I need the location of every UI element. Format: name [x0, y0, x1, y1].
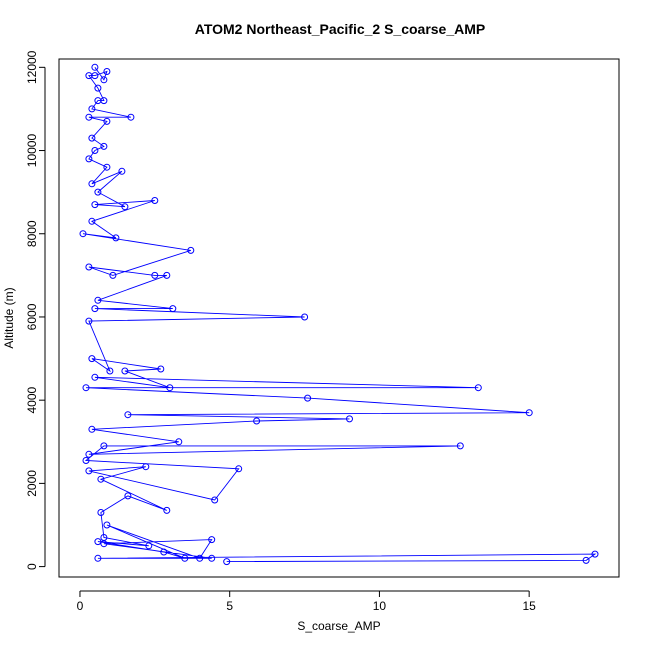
data-point — [181, 554, 189, 562]
data-point — [100, 442, 108, 450]
data-point — [91, 305, 99, 313]
plot-frame — [58, 58, 620, 578]
y-tick-label: 6000 — [25, 303, 39, 330]
data-point — [94, 296, 102, 304]
data-point — [97, 475, 105, 483]
data-point — [94, 84, 102, 92]
data-point — [85, 155, 93, 163]
data-point — [211, 496, 219, 504]
data-point — [166, 384, 174, 392]
data-point — [94, 538, 102, 546]
data-point — [85, 113, 93, 121]
x-axis: 0 5 10 15 — [77, 590, 536, 613]
data-point — [109, 271, 117, 279]
data-point — [582, 556, 590, 564]
y-tick-label: 2000 — [25, 470, 39, 497]
data-point — [94, 554, 102, 562]
data-point — [103, 163, 111, 171]
data-point — [525, 409, 533, 417]
data-point — [94, 188, 102, 196]
y-tick-label: 0 — [25, 563, 39, 570]
y-tick-label: 10000 — [25, 134, 39, 168]
data-point — [91, 147, 99, 154]
data-point — [346, 415, 353, 423]
data-point — [79, 230, 87, 238]
data-point — [160, 548, 168, 556]
x-tick-label: 5 — [226, 599, 233, 613]
data-point — [223, 558, 231, 566]
data-point — [175, 438, 183, 446]
data-point — [106, 367, 114, 375]
data-point — [253, 417, 261, 425]
data-point — [591, 550, 599, 558]
data-point — [103, 521, 111, 529]
data-point — [100, 76, 108, 84]
data-point — [151, 197, 159, 204]
data-point — [163, 506, 171, 514]
data-point — [82, 457, 90, 464]
data-point — [88, 105, 96, 113]
data-point — [91, 63, 99, 71]
data-point — [151, 271, 159, 279]
data-point — [196, 554, 204, 562]
data-point — [112, 234, 120, 242]
data-point — [100, 534, 108, 541]
data-point — [85, 450, 93, 458]
y-axis-label: Altitude (m) — [2, 287, 16, 348]
data-point — [88, 180, 96, 188]
data-point — [100, 97, 108, 105]
data-point — [121, 203, 129, 211]
data-point — [85, 467, 93, 475]
data-point — [91, 373, 99, 381]
data-point — [456, 442, 464, 450]
data-point — [157, 365, 165, 373]
data-point — [88, 425, 96, 433]
data-point — [88, 217, 96, 225]
data-point — [121, 367, 129, 375]
x-tick-label: 10 — [373, 599, 387, 613]
data-point — [208, 536, 216, 544]
data-point — [100, 142, 108, 150]
x-tick-label: 15 — [522, 599, 536, 613]
chart-title: ATOM2 Northeast_Pacific_2 S_coarse_AMP — [195, 21, 486, 37]
x-axis-label: S_coarse_AMP — [297, 619, 380, 633]
data-point — [103, 117, 111, 125]
y-tick-label: 8000 — [25, 220, 39, 247]
data-point — [187, 246, 195, 254]
data-point — [118, 167, 126, 175]
data-point — [474, 384, 482, 392]
data-point — [124, 411, 132, 419]
data-point — [85, 263, 93, 271]
data-point — [304, 394, 312, 402]
data-point — [82, 384, 90, 392]
data-point — [163, 271, 171, 279]
data-point — [85, 317, 93, 325]
data-point — [97, 509, 105, 516]
data-point — [88, 355, 96, 363]
x-tick-label: 0 — [77, 599, 84, 613]
data-point — [103, 68, 111, 75]
data-point — [91, 201, 99, 209]
data-point — [169, 305, 177, 313]
data-point — [91, 72, 99, 80]
data-series — [79, 63, 599, 566]
data-point — [208, 554, 216, 562]
data-point — [235, 465, 243, 473]
data-point — [88, 134, 96, 142]
series-line — [82, 67, 597, 563]
data-point — [124, 492, 132, 500]
data-point — [301, 313, 309, 321]
data-point — [127, 113, 135, 121]
y-tick-label: 12000 — [25, 50, 39, 84]
data-point — [145, 542, 153, 550]
data-point — [142, 463, 150, 471]
y-axis: 0 2000 4000 6000 8000 10000 12000 — [25, 50, 46, 570]
y-tick-label: 4000 — [25, 387, 39, 414]
